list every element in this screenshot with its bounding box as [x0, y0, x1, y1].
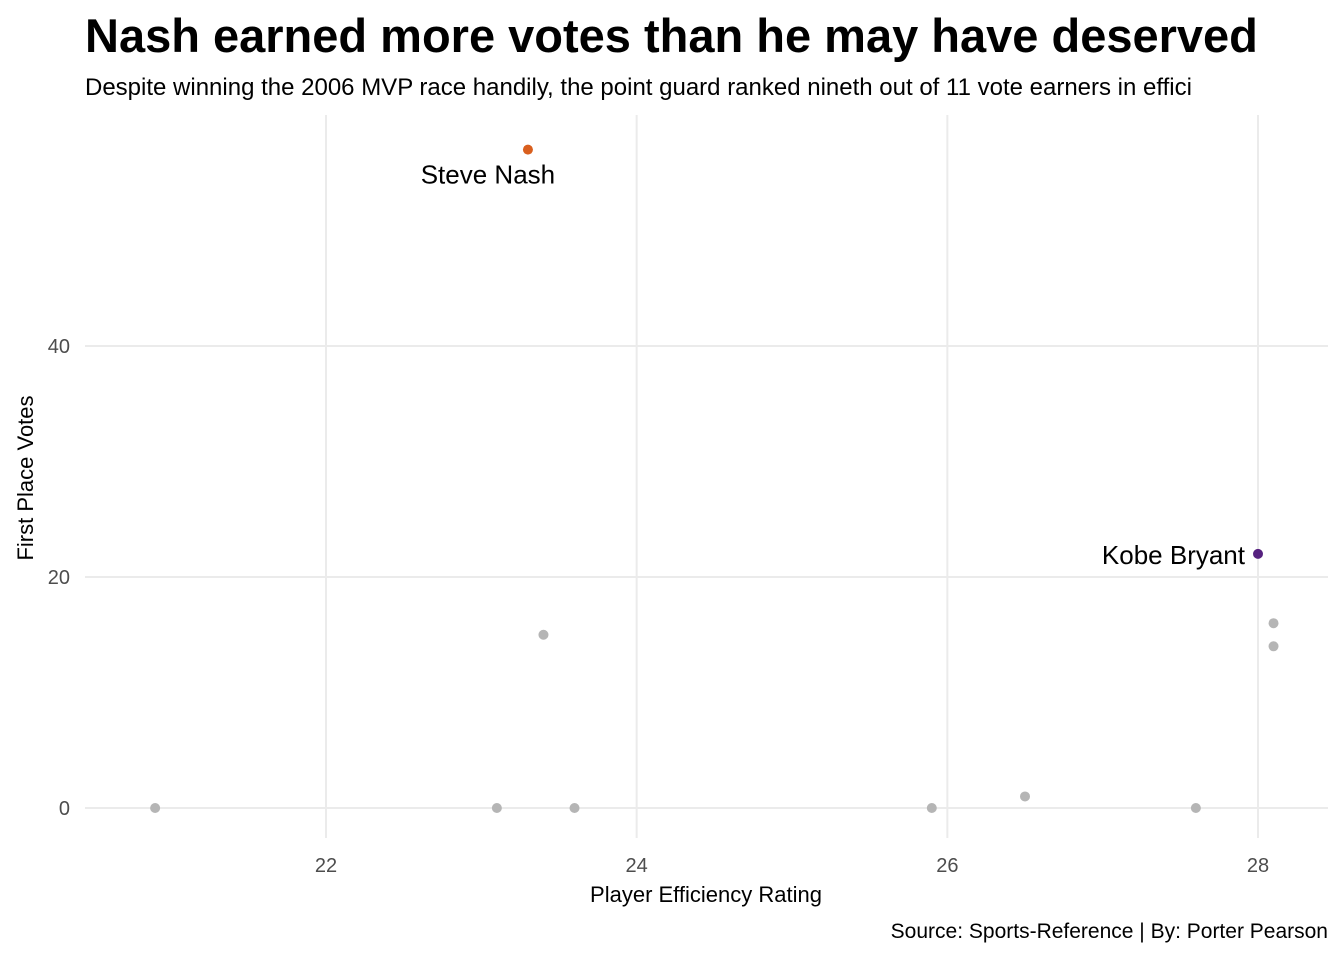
data-point — [1268, 641, 1279, 652]
x-tick-label: 22 — [315, 855, 337, 877]
x-tick-label: 26 — [936, 855, 958, 877]
chart-caption: Source: Sports-Reference | By: Porter Pe… — [890, 920, 1328, 943]
x-tick-label: 28 — [1247, 855, 1269, 877]
data-points — [150, 144, 1279, 813]
data-point — [1253, 548, 1263, 559]
x-axis-title: Player Efficiency Rating — [590, 882, 822, 907]
chart-title: Nash earned more votes than he may have … — [85, 9, 1258, 62]
x-tick-label: 24 — [626, 855, 648, 877]
data-point — [491, 803, 502, 813]
data-point — [1190, 803, 1201, 813]
point-labels: Steve Nash Kobe Bryant — [421, 160, 1246, 570]
tick-labels: 22 24 26 28 0 20 40 — [48, 336, 1269, 877]
data-point — [150, 803, 161, 813]
y-axis-title: First Place Votes — [13, 395, 38, 560]
y-tick-label: 20 — [48, 567, 70, 589]
data-point — [538, 629, 549, 640]
data-point — [522, 144, 533, 155]
point-label: Steve Nash — [421, 160, 555, 190]
data-point — [1020, 791, 1030, 802]
y-tick-label: 0 — [59, 798, 70, 820]
chart-subtitle: Despite winning the 2006 MVP race handil… — [85, 74, 1192, 101]
data-point — [569, 803, 580, 813]
grid-lines — [85, 115, 1328, 838]
y-tick-label: 40 — [48, 336, 70, 358]
data-point — [1268, 618, 1279, 629]
data-point — [926, 803, 937, 813]
point-label: Kobe Bryant — [1102, 540, 1246, 570]
